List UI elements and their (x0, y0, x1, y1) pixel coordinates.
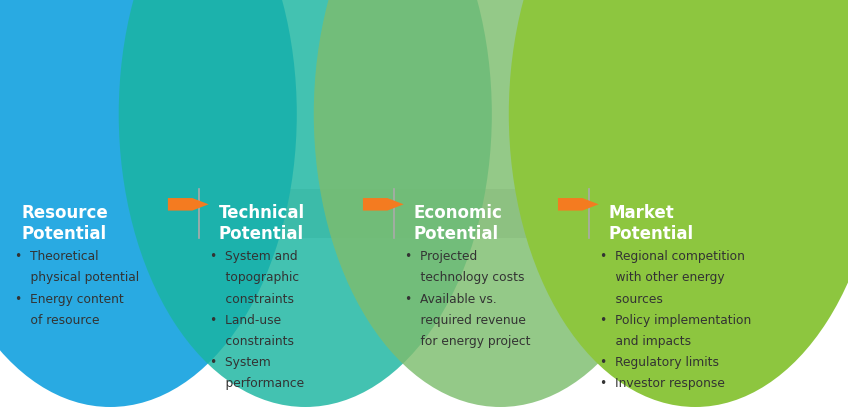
Text: •  Land-use: • Land-use (210, 314, 282, 327)
Text: •  Policy implementation: • Policy implementation (600, 314, 751, 327)
Text: constraints: constraints (210, 293, 294, 306)
Text: •  Regional competition: • Regional competition (600, 250, 745, 263)
Ellipse shape (119, 0, 492, 407)
Text: •  Regulatory limits: • Regulatory limits (600, 356, 719, 369)
Ellipse shape (0, 0, 297, 407)
Text: and impacts: and impacts (600, 335, 691, 348)
Text: topographic: topographic (210, 271, 299, 284)
Text: sources: sources (600, 293, 663, 306)
Text: •  Investor response: • Investor response (600, 377, 725, 390)
Text: for energy project: for energy project (405, 335, 531, 348)
Ellipse shape (509, 0, 848, 407)
Text: •  System: • System (210, 356, 271, 369)
Text: •  System and: • System and (210, 250, 298, 263)
Polygon shape (168, 198, 209, 210)
Text: technology costs: technology costs (405, 271, 525, 284)
Text: Market
Potential: Market Potential (609, 204, 694, 243)
Bar (0, 189, 848, 238)
Polygon shape (558, 198, 599, 210)
Text: with other energy: with other energy (600, 271, 725, 284)
Text: physical potential: physical potential (15, 271, 139, 284)
Text: required revenue: required revenue (405, 314, 527, 327)
Text: Economic
Potential: Economic Potential (414, 204, 503, 243)
Text: constraints: constraints (210, 335, 294, 348)
Polygon shape (363, 198, 404, 210)
Text: of resource: of resource (15, 314, 100, 327)
Text: performance: performance (210, 377, 304, 390)
Text: •  Available vs.: • Available vs. (405, 293, 497, 306)
Text: •  Projected: • Projected (405, 250, 477, 263)
Text: Technical
Potential: Technical Potential (219, 204, 305, 243)
Ellipse shape (314, 0, 687, 407)
Text: Resource
Potential: Resource Potential (21, 204, 108, 243)
Text: •  Theoretical: • Theoretical (15, 250, 98, 263)
Text: •  Energy content: • Energy content (15, 293, 124, 306)
